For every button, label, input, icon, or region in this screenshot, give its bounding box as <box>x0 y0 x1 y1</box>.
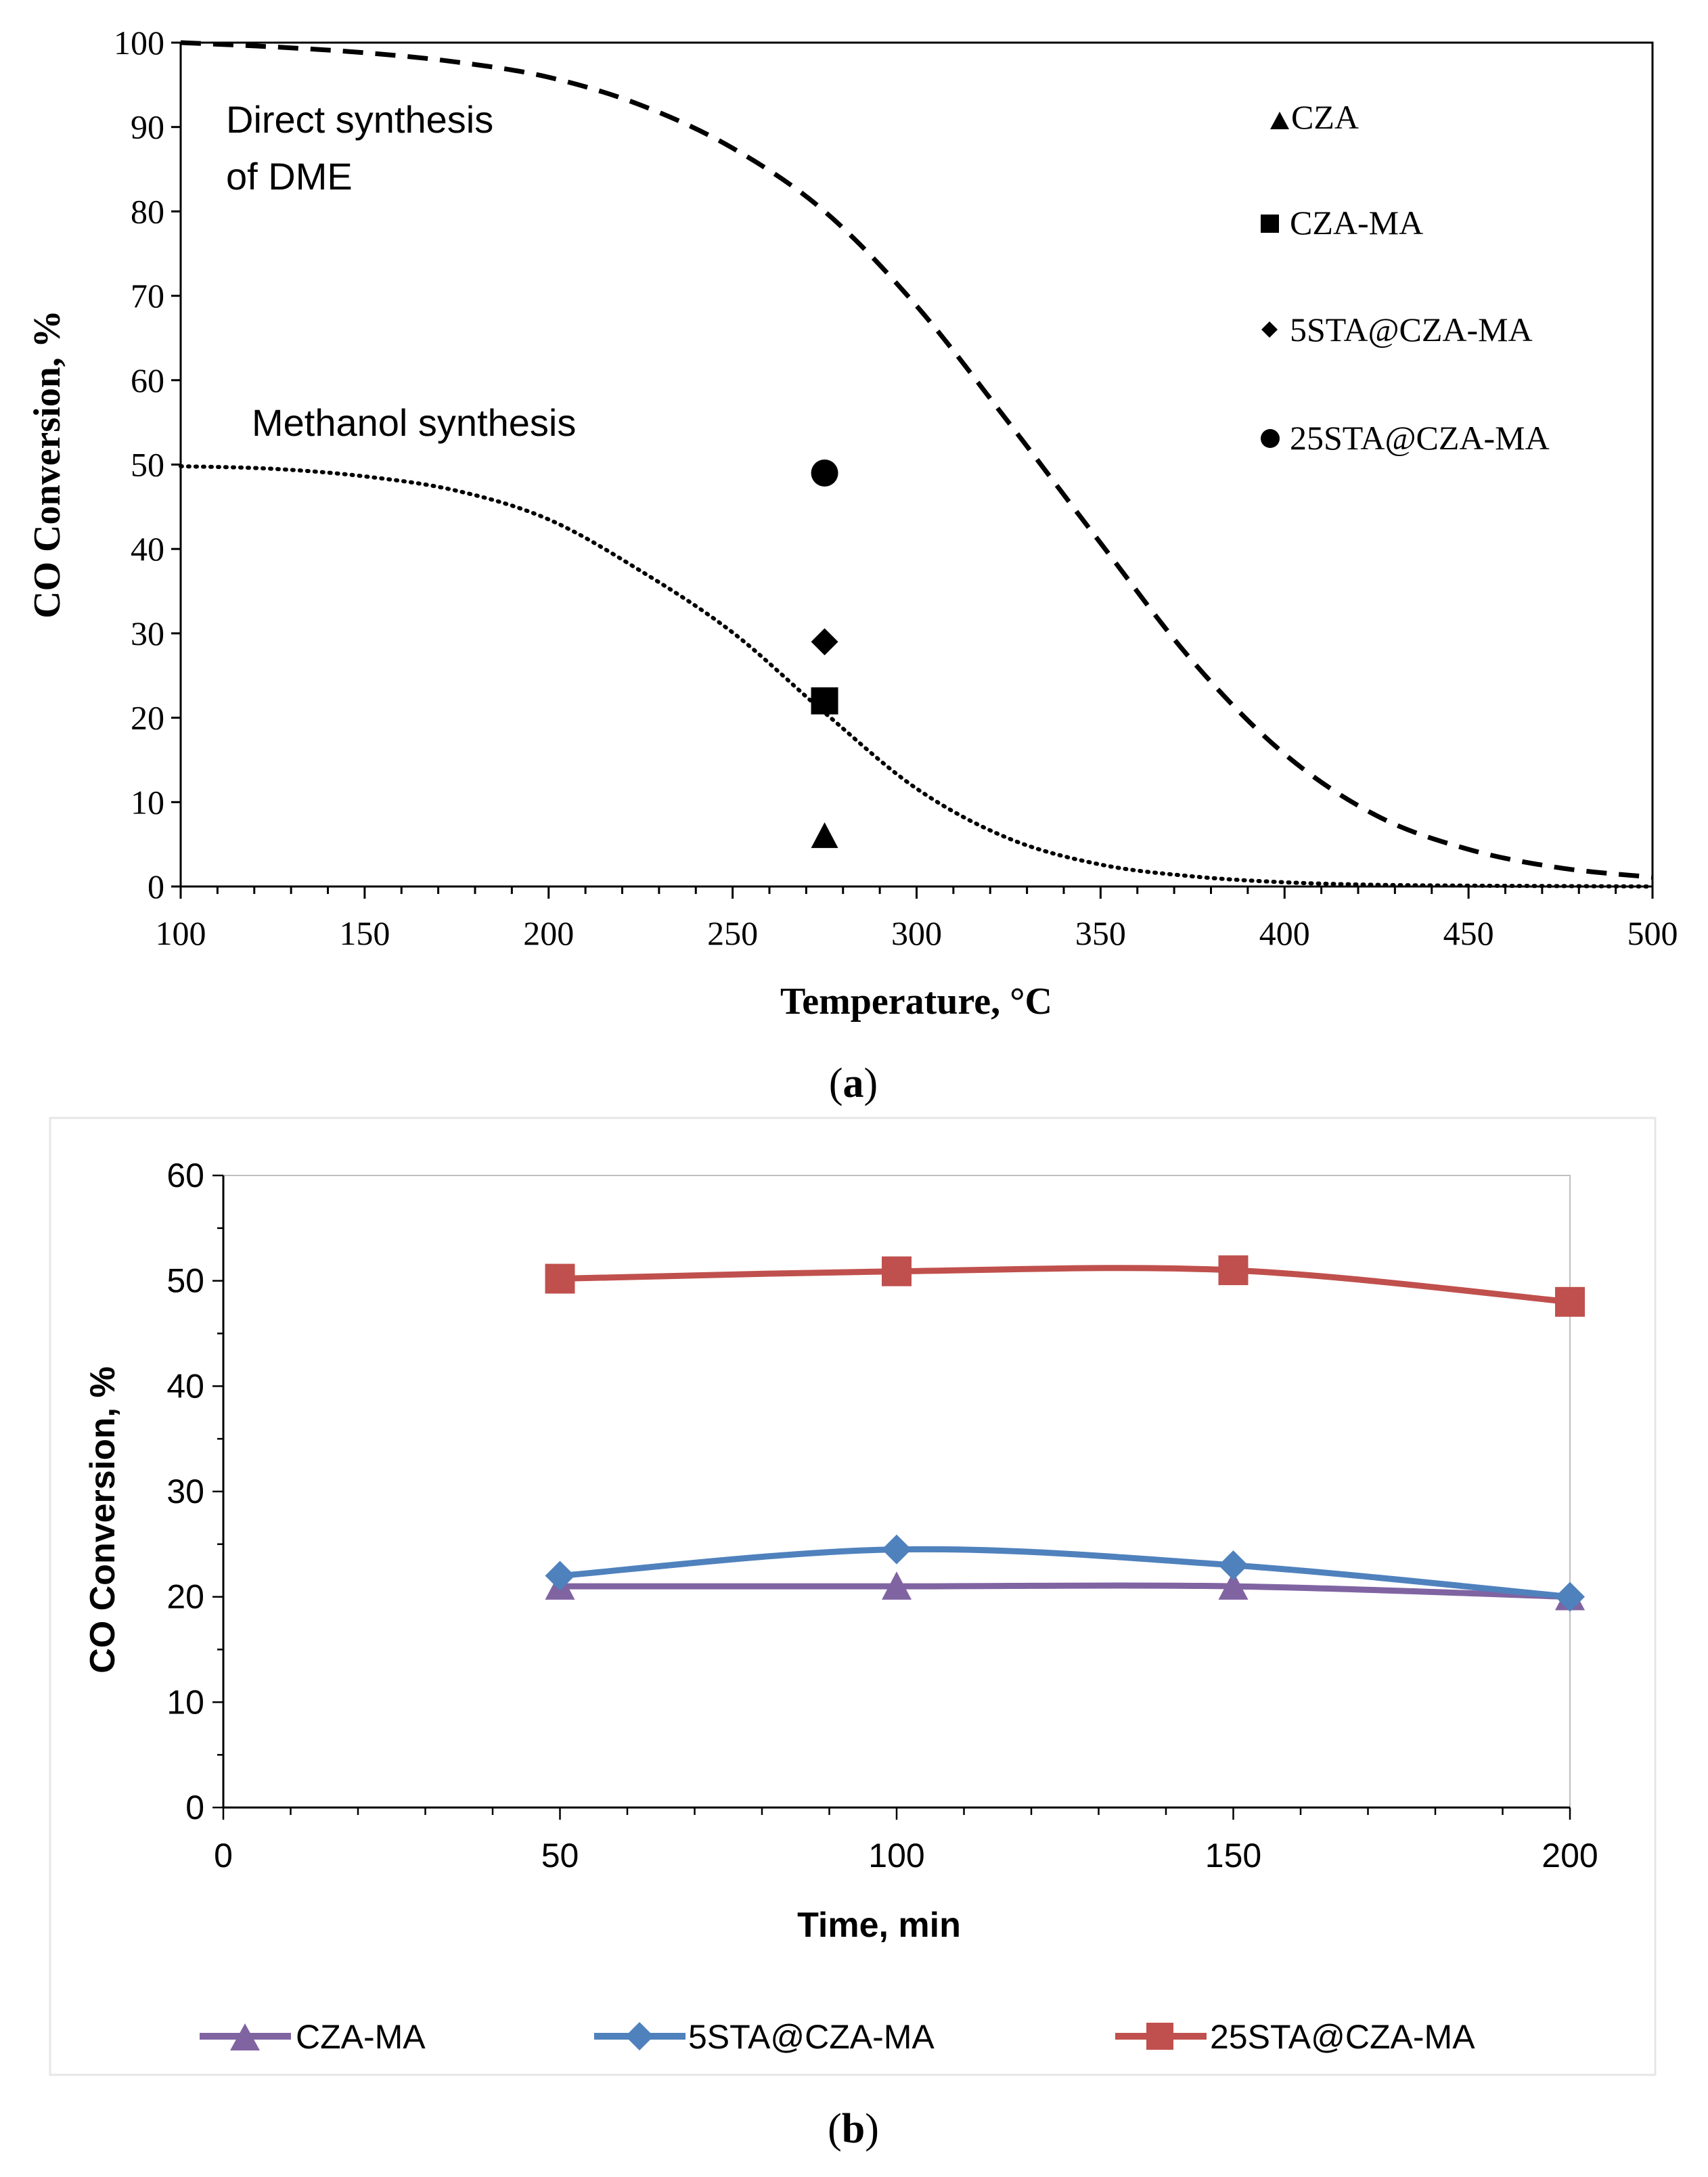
chart-a-legend: CZA CZA-MA 5STA@CZA-MA 25STA@CZA-MA <box>1261 98 1550 457</box>
point-5sta-cza-ma <box>811 628 838 656</box>
chart-a-y-axis-title: CO Conversion, % <box>26 310 68 619</box>
chart-b-x-tick-label: 0 <box>214 1837 233 1875</box>
marker-25sta-cza-ma <box>882 1256 912 1286</box>
chart-b-y-tick-label: 50 <box>166 1262 204 1300</box>
curve-methanol-synthesis <box>179 464 1655 889</box>
marker-5sta-cza-ma <box>545 1561 575 1591</box>
chart-a-x-tick-label: 100 <box>156 914 206 952</box>
chart-b: 0 10 20 30 40 50 60 0 50 100 150 200 CO Conversion… <box>49 1117 1657 2152</box>
marker-25sta-cza-ma <box>545 1263 575 1294</box>
legend-marker-cza-ma <box>1261 215 1279 233</box>
chart-a-annotation-dme-line1: Direct synthesis <box>226 98 493 141</box>
chart-b-x-tick-label: 150 <box>1205 1837 1261 1875</box>
chart-a-y-tick-label: 0 <box>148 868 164 905</box>
chart-a-annotation-dme-line2: of DME <box>226 155 353 198</box>
chart-b-x-tick-label: 200 <box>1542 1837 1598 1875</box>
legend-marker-5sta <box>625 2022 654 2050</box>
legend-label-cza-ma: CZA-MA <box>296 2018 426 2056</box>
line-25sta-cza-ma <box>560 1265 1571 1305</box>
chart-b-y-tick-label: 60 <box>166 1157 204 1194</box>
point-cza <box>811 822 838 849</box>
marker-25sta-cza-ma <box>1218 1255 1249 1286</box>
legend-marker-cza <box>1270 112 1289 129</box>
chart-b-y-tick-label: 20 <box>166 1578 204 1616</box>
chart-a-plot-frame <box>179 41 1654 888</box>
chart-a-x-axis-title: Temperature, °C <box>780 981 1052 1023</box>
chart-a-y-tick-label: 30 <box>131 614 164 652</box>
line-cza-ma <box>560 1582 1571 1600</box>
chart-b-axes <box>212 1174 1571 1820</box>
chart-a-y-tick-label: 10 <box>131 783 164 821</box>
point-cza-ma <box>811 687 838 715</box>
chart-a-x-tick-label: 250 <box>707 914 758 952</box>
chart-a-x-tick-label: 450 <box>1443 914 1494 952</box>
chart-a-y-tick-label: 100 <box>114 24 164 62</box>
point-25sta-cza-ma <box>811 459 838 487</box>
legend-marker-25sta <box>1261 429 1280 448</box>
chart-b-legend: CZA-MA 5STA@CZA-MA 25STA@CZA-MA <box>200 2018 1475 2056</box>
chart-a-y-tick-labels: 0 10 20 30 40 50 60 70 80 90 100 <box>114 24 164 905</box>
marker-5sta-cza-ma <box>1555 1581 1585 1612</box>
chart-b-x-axis-title: Time, min <box>797 1906 961 1945</box>
chart-b-series-markers <box>545 1255 1585 1612</box>
legend-marker-cza-ma <box>230 2023 260 2050</box>
chart-a-x-tick-label: 400 <box>1259 914 1310 952</box>
chart-b-panel <box>49 1117 1657 2076</box>
legend-label-25sta: 25STA@CZA-MA <box>1210 2018 1475 2056</box>
curve-direct-synthesis-of-dme <box>180 40 1653 880</box>
chart-a-x-tick-label: 150 <box>339 914 390 952</box>
chart-a-curves <box>179 40 1655 889</box>
chart-a-x-tick-label: 350 <box>1075 914 1126 952</box>
legend-marker-25sta <box>1146 2023 1173 2050</box>
chart-b-caption: (b) <box>828 2106 879 2152</box>
chart-b-y-tick-label: 10 <box>166 1683 204 1721</box>
chart-a-y-tick-label: 70 <box>131 277 164 315</box>
marker-5sta-cza-ma <box>1218 1550 1249 1580</box>
legend-label-5sta: 5STA@CZA-MA <box>1290 311 1533 349</box>
chart-b-x-tick-label: 50 <box>541 1837 579 1875</box>
chart-a-y-tick-label: 90 <box>131 108 164 146</box>
chart-b-y-tick-label: 0 <box>185 1789 204 1826</box>
legend-label-cza: CZA <box>1291 98 1359 136</box>
legend-marker-5sta <box>1261 321 1278 338</box>
marker-cza-ma <box>1218 1571 1249 1600</box>
chart-b-series-lines <box>560 1265 1571 1600</box>
chart-a: 0 10 20 30 40 50 60 70 80 90 100 100 150 200 250 300 35… <box>26 24 1678 1106</box>
legend-label-cza-ma: CZA-MA <box>1290 204 1423 242</box>
legend-label-25sta: 25STA@CZA-MA <box>1290 419 1550 457</box>
marker-cza-ma <box>882 1571 912 1600</box>
marker-5sta-cza-ma <box>882 1534 912 1565</box>
chart-a-points <box>811 459 838 849</box>
chart-b-y-tick-label: 30 <box>166 1473 204 1510</box>
chart-a-caption: (a) <box>829 1060 878 1106</box>
chart-a-y-tick-label: 80 <box>131 192 164 230</box>
chart-a-annotation-methanol: Methanol synthesis <box>252 401 576 444</box>
chart-a-y-tick-label: 60 <box>131 361 164 399</box>
chart-b-y-tick-label: 40 <box>166 1367 204 1405</box>
chart-a-y-tick-label: 50 <box>131 446 164 484</box>
chart-a-x-tick-label: 500 <box>1627 914 1678 952</box>
chart-b-x-tick-label: 100 <box>868 1837 924 1875</box>
chart-b-y-tick-labels: 0 10 20 30 40 50 60 <box>166 1157 204 1826</box>
legend-label-5sta: 5STA@CZA-MA <box>688 2018 935 2056</box>
chart-a-x-tick-label: 200 <box>523 914 574 952</box>
chart-a-x-tick-labels: 100 150 200 250 300 350 400 450 500 <box>156 914 1678 952</box>
chart-a-y-tick-label: 40 <box>131 530 164 568</box>
line-5sta-cza-ma <box>560 1546 1571 1600</box>
chart-a-y-tick-label: 20 <box>131 699 164 737</box>
marker-25sta-cza-ma <box>1555 1286 1585 1317</box>
chart-a-ticks <box>171 41 1654 899</box>
chart-a-x-tick-label: 300 <box>891 914 942 952</box>
chart-b-x-tick-labels: 0 50 100 150 200 <box>214 1837 1598 1875</box>
chart-b-y-axis-title: CO Conversion, % <box>83 1366 122 1674</box>
